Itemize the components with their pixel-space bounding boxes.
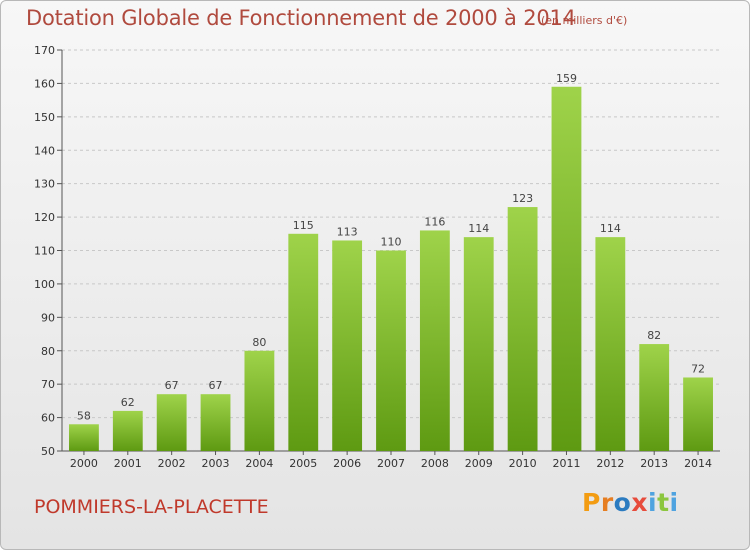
y-tick-label: 90 [41,311,55,324]
bar-value-label: 159 [556,72,577,85]
bar-value-label: 110 [381,236,402,249]
x-tick-label: 2001 [114,457,142,470]
commune-name: POMMIERS-LA-PLACETTE [34,496,269,518]
x-tick-label: 2013 [640,457,668,470]
bar [332,240,363,451]
y-tick-label: 130 [34,178,55,191]
bar [156,394,187,451]
y-tick-label: 120 [34,211,55,224]
chart-subtitle: (en milliers d'€) [541,14,628,27]
bar-value-label: 72 [691,362,705,375]
y-tick-label: 100 [34,278,55,291]
y-tick-label: 70 [41,378,55,391]
bar [683,377,713,451]
bar [507,207,538,451]
bar-value-label: 115 [293,219,314,232]
bar [463,237,494,451]
y-tick-label: 170 [34,44,55,57]
bar-value-label: 113 [337,225,358,238]
y-tick-label: 50 [41,445,55,458]
bar [112,410,143,451]
bar-value-label: 114 [600,222,621,235]
x-tick-label: 2008 [421,457,449,470]
x-tick-label: 2014 [684,457,712,470]
y-tick-label: 80 [41,345,55,358]
bar [244,350,275,451]
x-tick-label: 2006 [333,457,361,470]
x-tick-label: 2011 [552,457,580,470]
y-tick-label: 160 [34,77,55,90]
x-tick-label: 2012 [596,457,624,470]
bar [419,230,450,451]
bar-value-label: 116 [424,215,445,228]
x-tick-label: 2004 [245,457,273,470]
bar-value-label: 67 [165,379,179,392]
y-tick-labels: 50 60 70 80 90 100 110 120 130 140 150 160 170 [34,44,55,458]
x-tick-label: 2005 [289,457,317,470]
bar [639,344,670,451]
bar-value-label: 82 [647,329,661,342]
x-tick-label: 2009 [465,457,493,470]
bar-value-label: 114 [468,222,489,235]
x-tick-label: 2007 [377,457,405,470]
proxiti-logo: Proxiti [582,488,679,517]
bar-value-label: 67 [209,379,223,392]
bar [200,394,231,451]
x-tick-labels: 2000 2001 2002 2003 2004 2005 2006 2007 2008 2009… [70,457,712,470]
x-tick-label: 2000 [70,457,98,470]
bar-value-label: 62 [121,396,135,409]
x-tick-label: 2010 [509,457,537,470]
bar [551,86,582,451]
bar [376,250,406,451]
bar-value-label: 80 [252,336,266,349]
x-tick-label: 2002 [158,457,186,470]
bar [69,424,99,451]
bars [69,86,713,451]
y-tick-label: 150 [34,111,55,124]
y-tick-label: 140 [34,144,55,157]
chart-title: Dotation Globale de Fonctionnement de 20… [26,6,576,30]
bar [288,233,319,451]
y-tick-label: 60 [41,412,55,425]
bar-value-label: 58 [77,409,91,422]
x-tick-label: 2003 [202,457,230,470]
bar [595,237,626,451]
value-labels: 58 62 67 67 80 115 113 110 116 114 123 159 114 82 72 [77,72,705,423]
y-tick-label: 110 [34,245,55,258]
bar-value-label: 123 [512,192,533,205]
